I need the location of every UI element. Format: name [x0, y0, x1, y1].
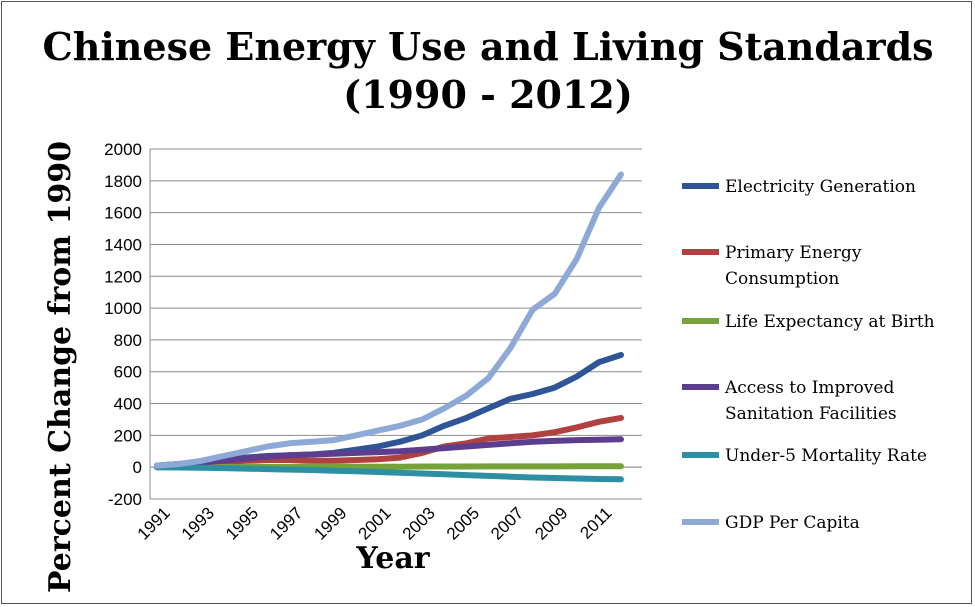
x-tick-label: 1991 — [134, 503, 174, 543]
axes — [149, 149, 642, 499]
y-tick-label: 1600 — [104, 204, 142, 223]
legend-label: Under-5 Mortality Rate — [725, 446, 927, 466]
x-tick-label: 1993 — [178, 503, 218, 543]
y-tick-label: 800 — [114, 331, 142, 350]
series-line-6 — [154, 171, 624, 469]
y-tick-label: 1000 — [104, 299, 142, 318]
x-tick-label: 2007 — [487, 503, 527, 543]
chart-title-line-2: (1990 - 2012) — [343, 72, 633, 117]
x-tick-label: 1997 — [266, 503, 306, 543]
x-tick-label: 2011 — [576, 503, 615, 542]
legend-label: GDP Per Capita — [725, 513, 860, 533]
y-tick-label: 1200 — [104, 267, 142, 286]
x-tick-label: 2003 — [399, 503, 439, 543]
x-tick-label: 2005 — [443, 503, 483, 543]
y-tick-label: 2000 — [104, 140, 142, 159]
y-tick-label: 600 — [114, 363, 142, 382]
gridlines — [150, 148, 642, 500]
legend: Electricity Generation Primary Energy Cons… — [682, 177, 935, 533]
series-line-5 — [154, 464, 624, 483]
legend-label: Consumption — [725, 269, 839, 289]
y-tick-label: 0 — [133, 458, 142, 477]
x-tick-label: 1995 — [222, 503, 262, 543]
legend-label: Electricity Generation — [725, 177, 916, 197]
legend-label: Access to Improved — [724, 378, 894, 398]
x-tick-label: 2001 — [355, 503, 395, 543]
legend-label: Primary Energy — [725, 243, 862, 263]
y-tick-label: 1800 — [104, 172, 142, 191]
y-tick-labels: -200 0 200 400 600 800 1000 1200 1400 1600 1800 200… — [104, 140, 142, 509]
series-lines — [154, 171, 624, 483]
chart-title-line-1: Chinese Energy Use and Living Standards — [42, 24, 933, 69]
x-tick-label: 1999 — [310, 503, 350, 543]
legend-label: Sanitation Facilities — [725, 404, 897, 424]
x-axis-title: Year — [355, 541, 430, 576]
y-tick-label: 1400 — [104, 235, 142, 254]
x-tick-labels: 1991 1993 1995 1997 1999 2001 2003 2005 2007 2009… — [134, 503, 616, 543]
y-tick-label: -200 — [108, 490, 142, 509]
y-tick-label: 400 — [114, 395, 142, 414]
y-tick-label: 200 — [114, 426, 142, 445]
y-axis-title: Percent Change from 1990 — [43, 141, 78, 593]
x-tick-label: 2009 — [531, 503, 571, 543]
series-line-4 — [154, 436, 624, 469]
legend-label: Life Expectancy at Birth — [725, 312, 935, 332]
